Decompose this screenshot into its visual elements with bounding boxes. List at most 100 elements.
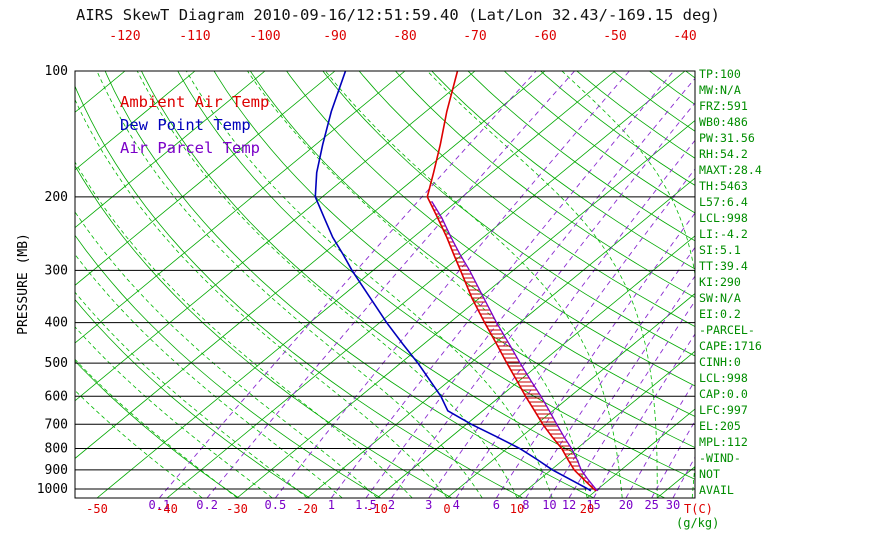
cape-area [429, 201, 597, 490]
moist-adiabat-line [561, 71, 695, 498]
moist-adiabat-line [75, 211, 378, 498]
isotherm-line [75, 71, 476, 402]
mixing-ratio-line [496, 212, 695, 498]
mixing-ratio-tick-label: 15 [586, 498, 600, 512]
stat-line: NOT [699, 467, 720, 481]
stat-line: KI:290 [699, 275, 741, 289]
bottom-temp-tick-label: 0 [443, 502, 450, 516]
pressure-tick-label: 400 [45, 316, 68, 331]
dry-adiabat-line [431, 71, 695, 270]
bottom-temp-tick-label: -10 [366, 502, 388, 516]
isotherm-line [376, 235, 695, 498]
stat-line: -PARCEL- [699, 323, 755, 337]
mixing-ratio-tick-label: 8 [522, 498, 529, 512]
dry-adiabat-line [177, 71, 695, 480]
moist-adiabat-line [426, 71, 658, 498]
isotherm-line [516, 350, 695, 498]
top-temp-tick-label: -40 [673, 29, 696, 44]
mixing-ratio-tick-label: 2 [388, 498, 395, 512]
isotherm-line [306, 177, 695, 498]
mixing-ratio-tick-label: 0.5 [265, 498, 287, 512]
curve-air-parcel-temp [431, 200, 599, 492]
dry-adiabat-line [358, 71, 695, 327]
isotherm-line [75, 71, 546, 459]
pressure-tick-label: 900 [45, 463, 68, 478]
mixing-ratio-line [330, 71, 675, 498]
axis-tick-labels: 0.1 0.2 0.5 1 1.5 2 3 4 6 8 10 12 15 20 25 301002003004… [37, 29, 697, 516]
legend-dew-point-temp: Dew Point Temp [120, 116, 251, 134]
mixing-ratio-line [159, 71, 537, 498]
mixing-ratio-line [593, 333, 695, 498]
mixing-ratio-line [549, 275, 695, 498]
top-temp-tick-label: -110 [179, 29, 210, 44]
bottom-temp-tick-label: -20 [296, 502, 318, 516]
mixing-ratio-tick-label: 1.5 [355, 498, 377, 512]
mixing-ratio-tick-label: 0.2 [196, 498, 218, 512]
dry-adiabat-line [539, 71, 695, 186]
dry-adiabat-line [141, 71, 665, 498]
stat-line: MW:N/A [699, 83, 741, 97]
moist-adiabat-line [75, 161, 413, 498]
moist-adiabat-line [185, 71, 553, 498]
stat-line: MPL:112 [699, 435, 748, 449]
pressure-tick-label: 100 [45, 64, 68, 79]
moist-adiabat-line [324, 71, 623, 498]
dry-adiabat-line [104, 71, 594, 498]
stat-line: PW:31.56 [699, 131, 755, 145]
stat-line: EL:205 [699, 419, 741, 433]
top-temp-tick-label: -60 [533, 29, 556, 44]
stat-line: L57:6.4 [699, 195, 748, 209]
mixing-unit-label: (g/kg) [676, 516, 719, 530]
stat-line: EI:0.2 [699, 307, 741, 321]
mixing-ratio-line [625, 379, 695, 498]
bottom-temp-tick-label: -40 [156, 502, 178, 516]
dry-adiabat-line [249, 71, 695, 417]
dry-adiabat-line [75, 234, 381, 498]
mixing-ratio-tick-label: 12 [562, 498, 576, 512]
isotherm-line [446, 293, 695, 498]
isotherm-line [586, 408, 695, 498]
dry-adiabat-line [394, 71, 695, 299]
mixing-ratio-tick-label: 30 [666, 498, 680, 512]
moist-adiabat-line [75, 389, 203, 498]
top-temp-tick-label: -120 [109, 29, 140, 44]
isotherm-line [75, 71, 196, 171]
dry-adiabat-line [503, 71, 695, 214]
top-temp-tick-label: -80 [393, 29, 416, 44]
mixing-ratio-line [568, 300, 695, 498]
pressure-tick-label: 800 [45, 441, 68, 456]
stat-line: LFC:997 [699, 403, 748, 417]
chart-title: AIRS SkewT Diagram 2010-09-16/12:51:59.4… [76, 6, 720, 24]
stat-line: WB0:486 [699, 115, 748, 129]
dry-adiabat-line [213, 71, 695, 448]
stat-line: LCL:998 [699, 371, 748, 385]
isotherm-line [75, 71, 406, 344]
cape-hatch-area [429, 201, 597, 490]
mixing-ratio-line [275, 71, 630, 498]
mixing-ratio-tick-label: 20 [619, 498, 633, 512]
stat-line: SW:N/A [699, 291, 741, 305]
mixing-ratio-line [651, 420, 695, 498]
bottom-temp-tick-label: 10 [510, 502, 524, 516]
moist-adiabat-line [96, 71, 483, 498]
background-grid [75, 71, 695, 498]
dry-adiabat-line [576, 71, 695, 159]
stat-line: AVAIL [699, 483, 734, 497]
stat-line: TP:100 [699, 67, 741, 81]
mixing-ratio-line [525, 246, 695, 498]
mixing-ratio-tick-label: 6 [493, 498, 500, 512]
dry-adiabat-line [75, 85, 523, 498]
mixing-ratio-tick-label: 0.1 [149, 498, 171, 512]
pressure-tick-label: 600 [45, 389, 68, 404]
stat-line: TH:5463 [699, 179, 748, 193]
stat-line: SI:5.1 [699, 243, 741, 257]
pressure-tick-label: 300 [45, 263, 68, 278]
bottom-temp-tick-label: -30 [226, 502, 248, 516]
stat-line: CAP:0.0 [699, 387, 748, 401]
moist-adiabat-line [136, 71, 518, 498]
dry-adiabat-line [75, 360, 239, 498]
plot-frame [74, 70, 696, 499]
moist-adiabat-line [75, 253, 343, 498]
